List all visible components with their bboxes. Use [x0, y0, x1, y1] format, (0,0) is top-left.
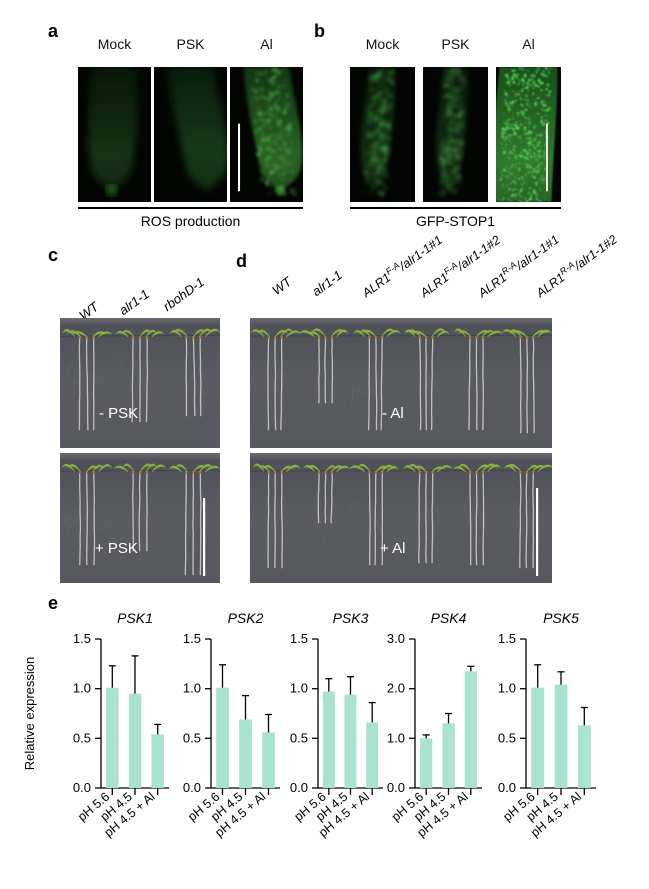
svg-text:PSK5: PSK5 — [543, 610, 579, 626]
svg-text:3.0: 3.0 — [387, 631, 405, 646]
svg-text:0.5: 0.5 — [290, 730, 308, 745]
svg-text:1.5: 1.5 — [183, 631, 201, 646]
svg-text:0.0: 0.0 — [290, 780, 308, 795]
svg-text:PSK3: PSK3 — [333, 610, 369, 626]
svg-text:2.0: 2.0 — [387, 681, 405, 696]
svg-text:1.0: 1.0 — [183, 681, 201, 696]
svg-text:1.5: 1.5 — [290, 631, 308, 646]
svg-text:1.0: 1.0 — [73, 681, 91, 696]
svg-text:PSK1: PSK1 — [117, 610, 153, 626]
svg-text:1.5: 1.5 — [498, 631, 516, 646]
svg-text:PSK4: PSK4 — [431, 610, 467, 626]
svg-text:1.0: 1.0 — [387, 730, 405, 745]
svg-text:0.0: 0.0 — [183, 780, 201, 795]
svg-text:0.5: 0.5 — [498, 730, 516, 745]
svg-text:0.5: 0.5 — [183, 730, 201, 745]
svg-text:1.5: 1.5 — [73, 631, 91, 646]
svg-text:0.0: 0.0 — [73, 780, 91, 795]
svg-text:1.0: 1.0 — [290, 681, 308, 696]
svg-text:PSK2: PSK2 — [228, 610, 264, 626]
svg-text:0.0: 0.0 — [387, 780, 405, 795]
svg-text:1.0: 1.0 — [498, 681, 516, 696]
svg-text:0.5: 0.5 — [73, 730, 91, 745]
svg-text:0.0: 0.0 — [498, 780, 516, 795]
svg-text:Relative expression: Relative expression — [22, 657, 37, 770]
